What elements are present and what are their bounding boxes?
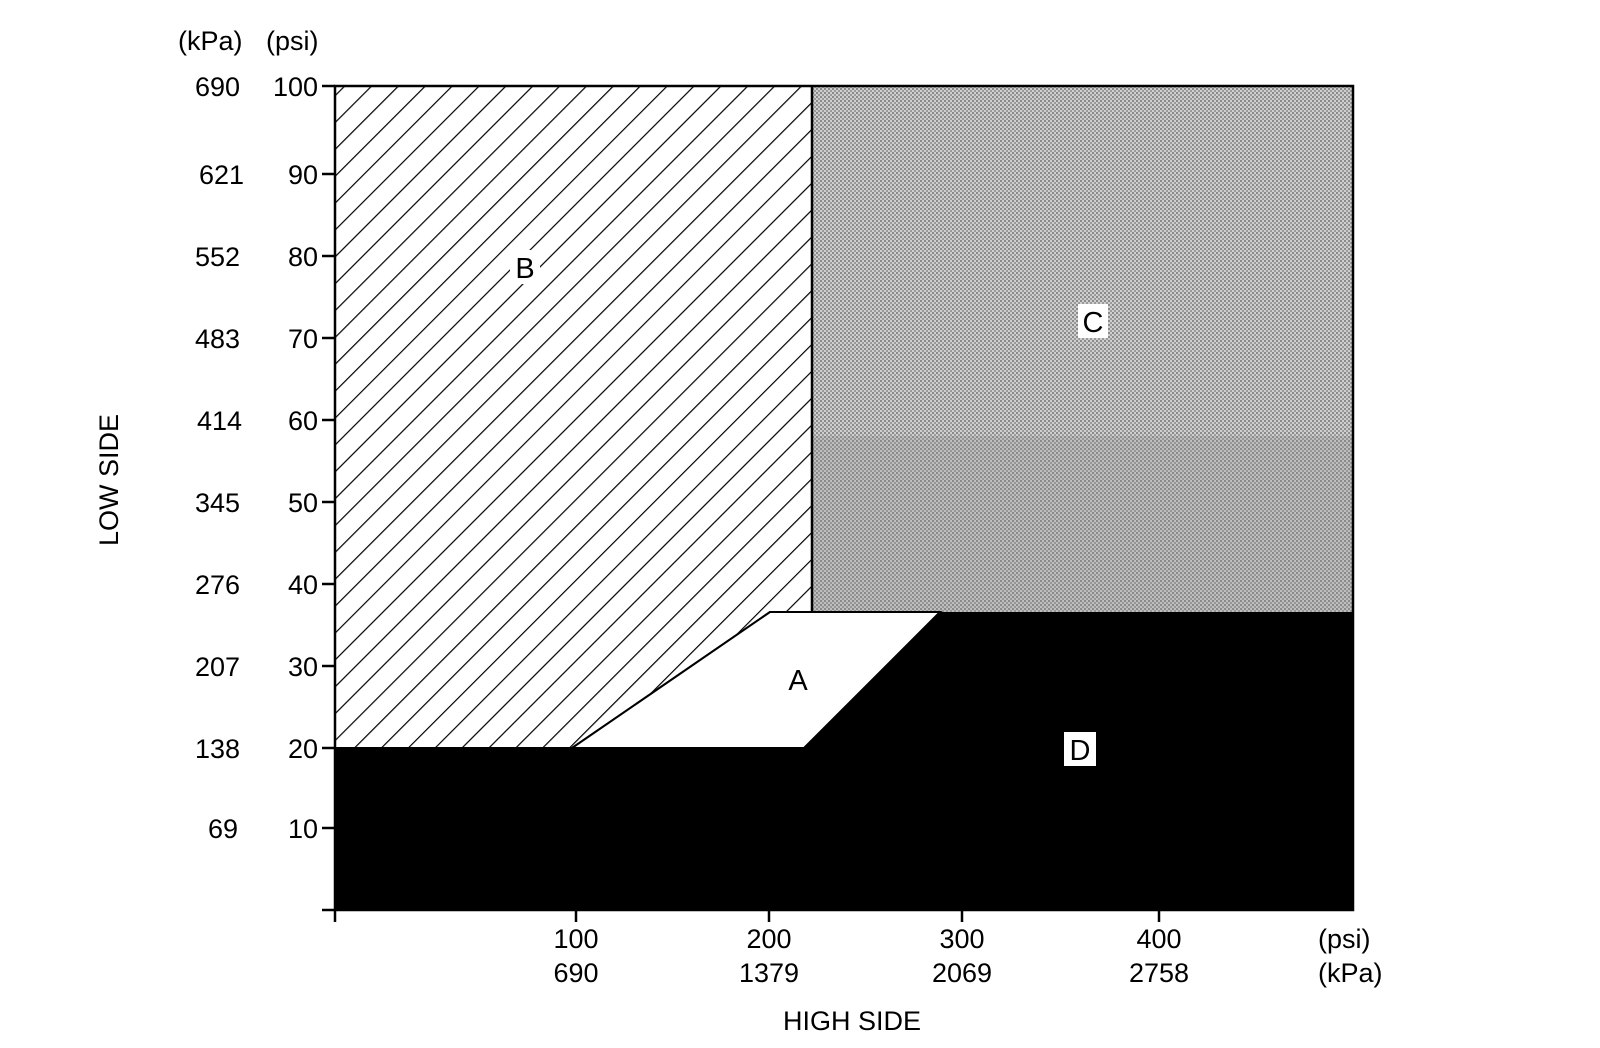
x-kpa-tick-label: 690 <box>553 958 598 988</box>
label-d-bg <box>1064 732 1096 766</box>
label-c-bg <box>1078 304 1108 338</box>
region-c-band <box>812 436 1353 612</box>
y-kpa-tick-label: 621 <box>199 160 244 190</box>
y-psi-tick-label: 30 <box>288 652 318 682</box>
y-kpa-tick-label: 414 <box>197 406 242 436</box>
y-psi-tick-label: 70 <box>288 324 318 354</box>
label-c: C <box>1083 307 1104 339</box>
x-psi-tick-label: 100 <box>553 924 598 954</box>
x-psi-tick-label: 400 <box>1136 924 1181 954</box>
y-kpa-tick-label: 138 <box>195 734 240 764</box>
x-axis-ticks <box>333 910 1161 922</box>
x-kpa-tick-labels: 690 1379 2069 2758 <box>553 958 1189 988</box>
y-kpa-tick-labels: 69 138 207 276 345 414 483 552 621 690 <box>195 72 244 844</box>
label-a: A <box>788 665 808 697</box>
y-psi-tick-label: 20 <box>288 734 318 764</box>
y-kpa-tick-label: 345 <box>195 488 240 518</box>
y-kpa-tick-label: 276 <box>195 570 240 600</box>
y-psi-tick-labels: 10 20 30 40 50 60 70 80 90 100 <box>273 72 318 844</box>
region-c <box>812 86 1353 612</box>
y-unit-kpa: (kPa) <box>178 26 243 56</box>
y-kpa-tick-label: 690 <box>195 72 240 102</box>
y-psi-tick-label: 10 <box>288 814 318 844</box>
label-a-group: A <box>788 665 808 697</box>
label-b: B <box>515 253 534 285</box>
y-psi-tick-label: 80 <box>288 242 318 272</box>
x-kpa-tick-label: 2758 <box>1129 958 1189 988</box>
label-d-group: D <box>1064 732 1096 767</box>
y-kpa-tick-label: 552 <box>195 242 240 272</box>
x-psi-tick-label: 200 <box>746 924 791 954</box>
y-psi-tick-label: 100 <box>273 72 318 102</box>
y-kpa-tick-label: 207 <box>195 652 240 682</box>
x-psi-tick-label: 300 <box>939 924 984 954</box>
region-d <box>335 612 1353 910</box>
x-kpa-tick-label: 2069 <box>932 958 992 988</box>
y-psi-tick-label: 50 <box>288 488 318 518</box>
label-b-group: B <box>510 250 540 285</box>
y-kpa-tick-label: 69 <box>208 814 238 844</box>
y-psi-tick-label: 40 <box>288 570 318 600</box>
x-axis-title: HIGH SIDE <box>783 1006 921 1036</box>
y-unit-psi: (psi) <box>266 26 319 56</box>
x-kpa-tick-label: 1379 <box>739 958 799 988</box>
y-axis-ticks <box>322 84 335 912</box>
x-psi-tick-labels: 100 200 300 400 <box>553 924 1181 954</box>
y-psi-tick-label: 60 <box>288 406 318 436</box>
label-b-bg <box>510 250 540 284</box>
x-unit-psi: (psi) <box>1318 924 1371 954</box>
y-psi-tick-label: 90 <box>288 160 318 190</box>
y-axis-title: LOW SIDE <box>94 414 124 546</box>
label-d: D <box>1070 735 1091 767</box>
label-c-group: C <box>1078 304 1108 339</box>
x-unit-kpa: (kPa) <box>1318 958 1383 988</box>
plot-frame <box>333 84 1355 912</box>
y-kpa-tick-label: 483 <box>195 324 240 354</box>
